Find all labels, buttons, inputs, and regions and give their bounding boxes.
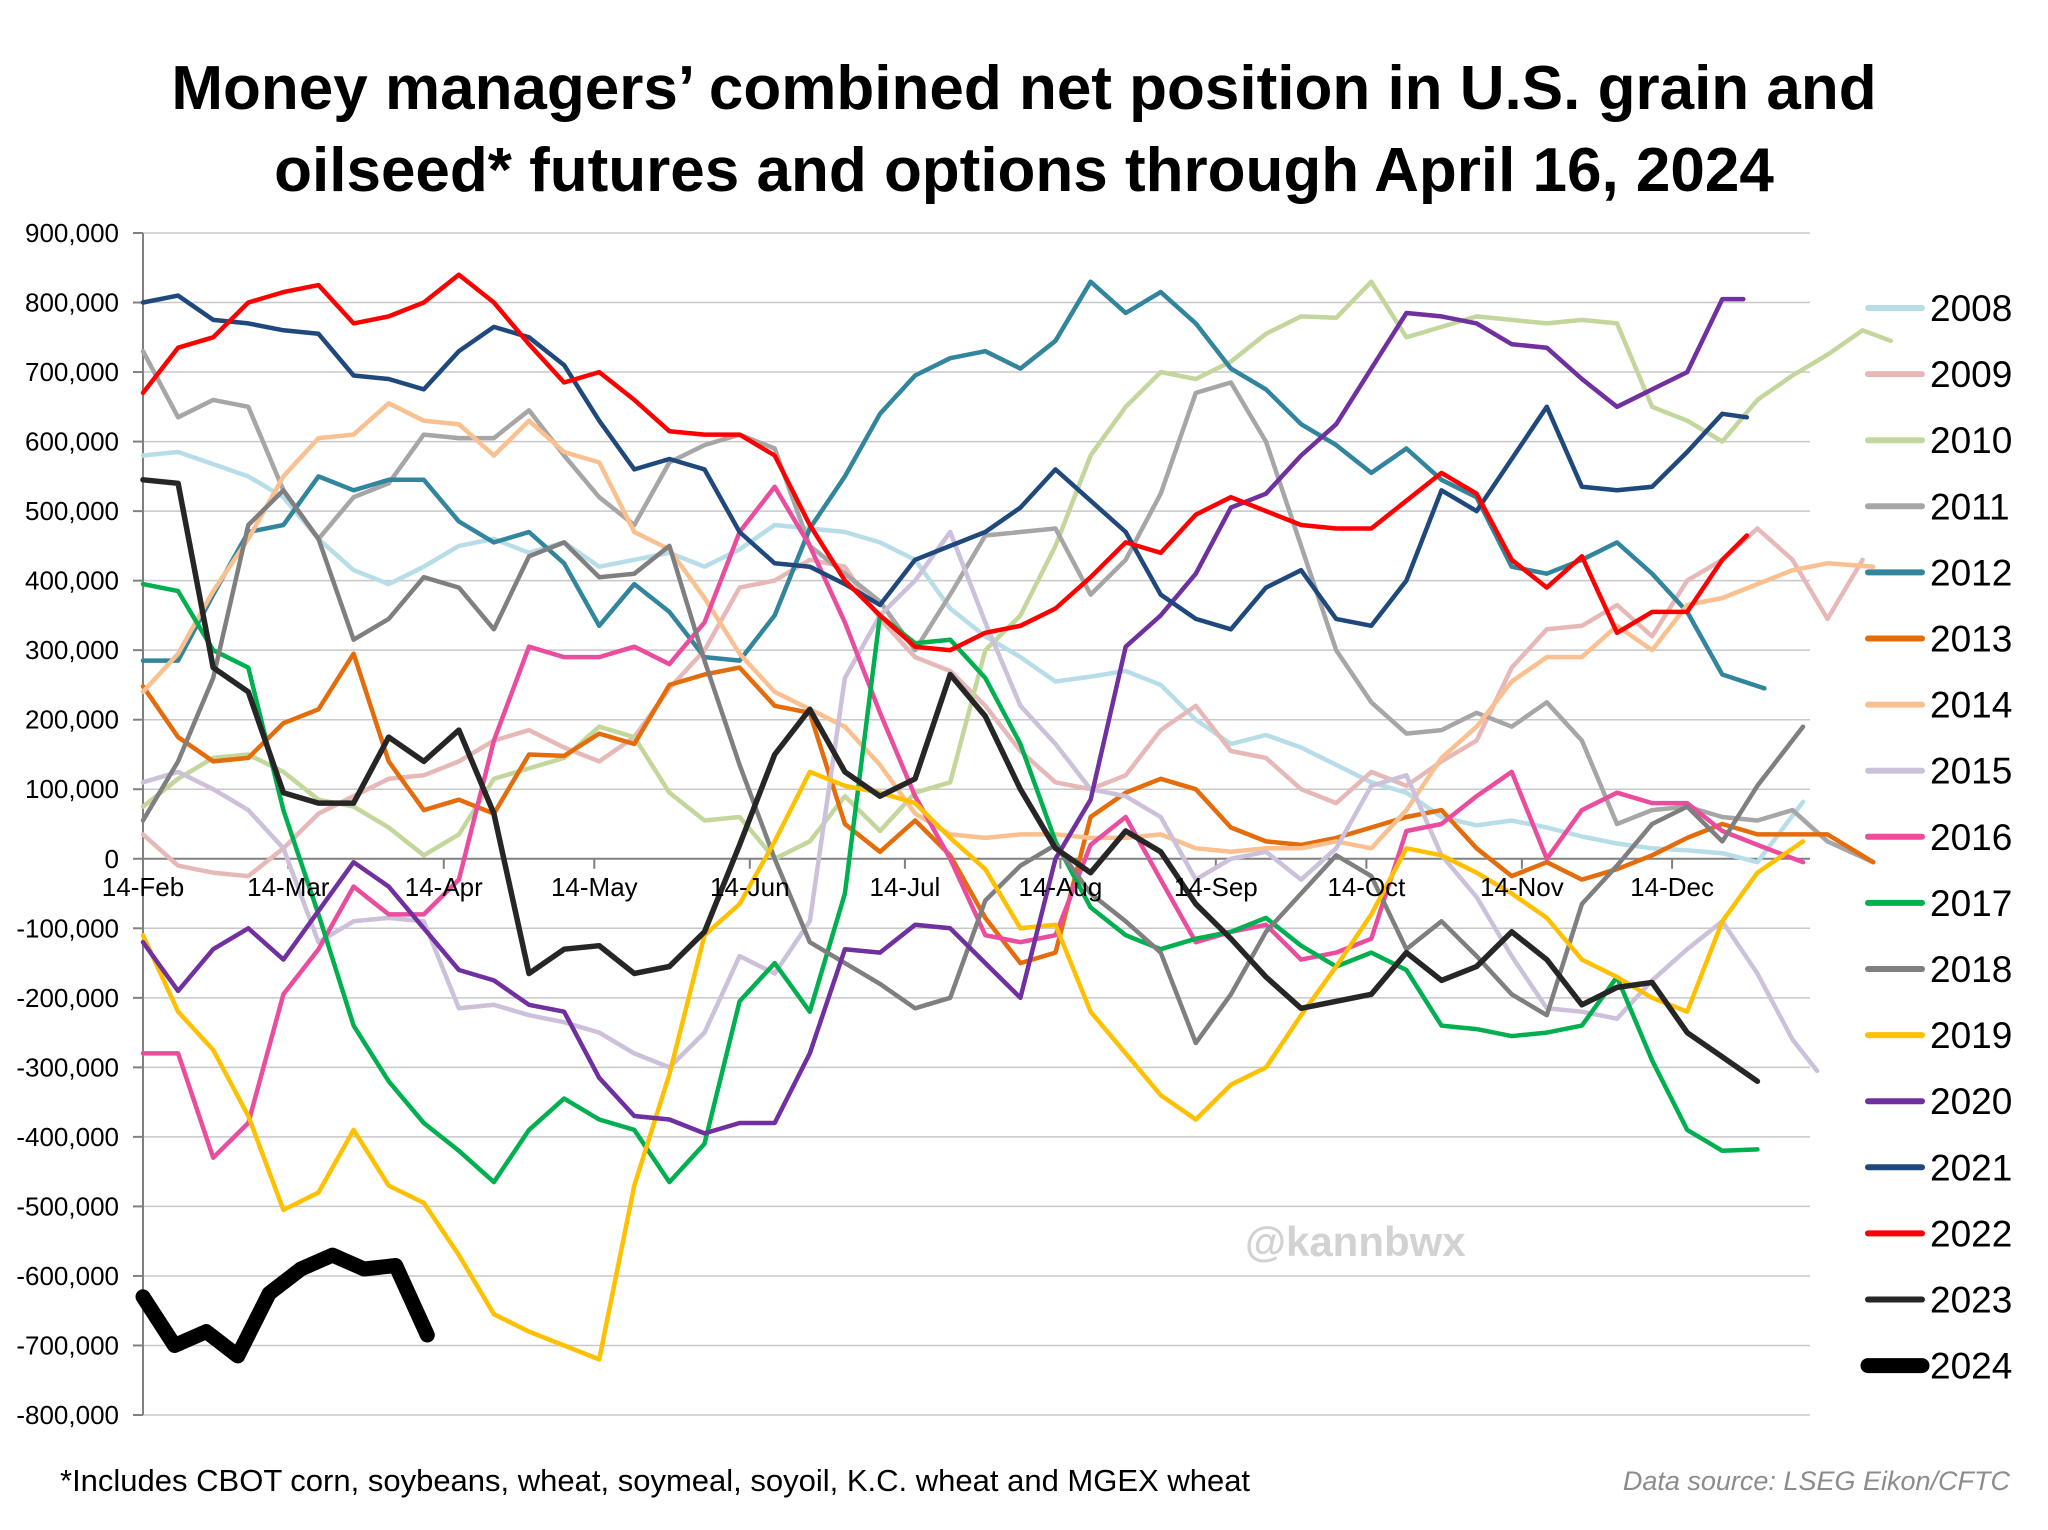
legend-label-2014: 2014 xyxy=(1930,685,2012,726)
legend-label-2020: 2020 xyxy=(1930,1081,2012,1122)
series-line-2016 xyxy=(140,484,1806,1160)
x-tick-label: 14-Oct xyxy=(1327,872,1406,902)
legend-label-2008: 2008 xyxy=(1930,288,2012,329)
legend: 2008 2009 2010 2011 2012 2013 2014 2015 2016 2017… xyxy=(1860,288,2012,1387)
y-tick-label: 600,000 xyxy=(25,427,119,457)
y-tick-label: 700,000 xyxy=(25,357,119,387)
y-tick-label: -300,000 xyxy=(16,1052,119,1082)
y-tick-label: -600,000 xyxy=(16,1261,119,1291)
legend-label-2023: 2023 xyxy=(1930,1280,2012,1321)
legend-label-2010: 2010 xyxy=(1930,420,2012,461)
series-line-2011 xyxy=(140,348,1876,865)
y-tick-label: 300,000 xyxy=(25,635,119,665)
x-axis-tick-labels: 14-Feb 14-Mar 14-Apr 14-May 14-Jun 14-Jul 14-A… xyxy=(102,872,1714,902)
series-lines xyxy=(135,272,1893,1364)
series-line-2019 xyxy=(140,769,1806,1362)
y-tick-label: 0 xyxy=(105,844,119,874)
x-tick-label: 14-Aug xyxy=(1018,872,1102,902)
x-tick-label: 14-Jul xyxy=(869,872,940,902)
legend-label-2019: 2019 xyxy=(1930,1015,2012,1056)
y-tick-label: -700,000 xyxy=(16,1330,119,1360)
series-line-2022 xyxy=(140,272,1750,653)
x-tick-label: 14-Nov xyxy=(1480,872,1564,902)
legend-label-2016: 2016 xyxy=(1930,817,2012,858)
watermark: @kannbwx xyxy=(1245,1218,1466,1265)
legend-label-2011: 2011 xyxy=(1930,486,2010,527)
series-line-2008 xyxy=(140,449,1806,865)
chart-title: Money managers’ combined net position in… xyxy=(0,48,2048,212)
y-tick-label: 100,000 xyxy=(25,774,119,804)
series-line-2021 xyxy=(140,293,1750,632)
legend-label-2024: 2024 xyxy=(1930,1346,2012,1387)
legend-label-2021: 2021 xyxy=(1930,1147,2012,1188)
y-tick-label: -200,000 xyxy=(16,983,119,1013)
x-tick-label: 14-Sep xyxy=(1174,872,1258,902)
series-line-2017 xyxy=(140,581,1760,1185)
y-tick-label: -400,000 xyxy=(16,1122,119,1152)
y-tick-label: 800,000 xyxy=(25,288,119,318)
y-tick-label: 900,000 xyxy=(25,218,119,248)
data-source: Data source: LSEG Eikon/CFTC xyxy=(1622,1466,2010,1496)
legend-label-2017: 2017 xyxy=(1930,883,2012,924)
title-line-1: Money managers’ combined net position in… xyxy=(171,54,1877,123)
y-tick-label: 400,000 xyxy=(25,566,119,596)
x-tick-label: 14-Apr xyxy=(405,872,483,902)
y-axis-tick-labels: 900,000 800,000 700,000 600,000 500,000 400,0… xyxy=(16,218,119,1430)
series-line-2014 xyxy=(140,401,1876,855)
x-tick-label: 14-Mar xyxy=(247,872,330,902)
legend-label-2015: 2015 xyxy=(1930,751,2012,792)
series-line-2009 xyxy=(140,526,1865,879)
series-line-2024 xyxy=(135,1247,435,1364)
y-tick-label: 200,000 xyxy=(25,705,119,735)
series-line-2013 xyxy=(140,651,1876,966)
legend-label-2022: 2022 xyxy=(1930,1213,2012,1254)
y-tick-label: -100,000 xyxy=(16,913,119,943)
legend-label-2018: 2018 xyxy=(1930,949,2012,990)
series-line-2010 xyxy=(140,279,1893,862)
y-tick-label: 500,000 xyxy=(25,496,119,526)
series-line-2018 xyxy=(140,488,1806,1046)
y-tick-label: -500,000 xyxy=(16,1191,119,1221)
legend-label-2009: 2009 xyxy=(1930,354,2012,395)
x-tick-label: 14-Feb xyxy=(102,872,184,902)
x-tick-label: 14-May xyxy=(551,872,638,902)
x-tick-label: 14-Dec xyxy=(1630,872,1714,902)
legend-label-2013: 2013 xyxy=(1930,619,2012,660)
y-tick-label: -800,000 xyxy=(16,1400,119,1430)
series-line-2020 xyxy=(140,296,1746,1136)
footnote: *Includes CBOT corn, soybeans, wheat, so… xyxy=(60,1463,1251,1498)
x-tick-label: 14-Jun xyxy=(710,872,790,902)
title-line-2: oilseed* futures and options through Apr… xyxy=(274,136,1774,205)
gridlines xyxy=(143,232,1810,1416)
series-line-2023 xyxy=(140,477,1761,1085)
legend-label-2012: 2012 xyxy=(1930,552,2012,593)
